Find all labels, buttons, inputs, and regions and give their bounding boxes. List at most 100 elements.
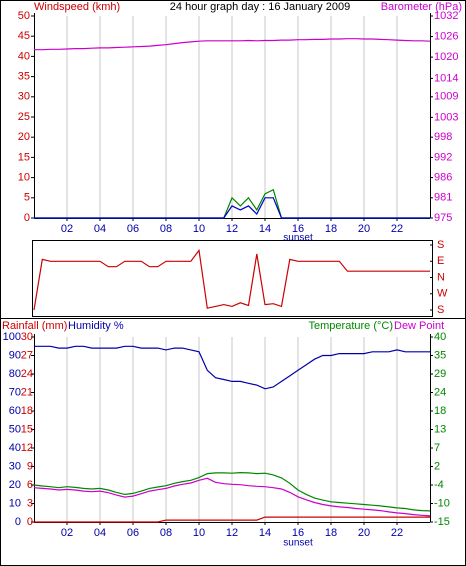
y-tick-label: S bbox=[437, 304, 444, 316]
y-tick-label: 29 bbox=[434, 368, 446, 380]
y-tick-label: 15 bbox=[18, 151, 30, 163]
y-tick-label: 30 bbox=[18, 91, 30, 103]
legend-label: Temperature (°C) bbox=[309, 320, 393, 332]
y-tick-label: 1032 bbox=[434, 10, 458, 22]
y-tick-label: 35 bbox=[434, 349, 446, 361]
y-tick-label: 60 bbox=[9, 405, 21, 417]
x-tick-label: 12 bbox=[226, 527, 238, 539]
y-tick-label: 20 bbox=[18, 131, 30, 143]
y-tick-label: 100 bbox=[3, 331, 21, 343]
x-tick-label: 14 bbox=[259, 527, 271, 539]
y-tick-label: E bbox=[437, 255, 444, 267]
y-tick-label: 5 bbox=[24, 192, 30, 204]
y-tick-label: 1009 bbox=[434, 91, 458, 103]
y-tick-label: -15 bbox=[434, 516, 450, 528]
y-tick-label: 1003 bbox=[434, 111, 458, 123]
x-tick-label: 18 bbox=[325, 527, 337, 539]
y-tick-label: 35 bbox=[18, 71, 30, 83]
y-tick-label: W bbox=[437, 288, 448, 300]
x-tick-label: 10 bbox=[193, 527, 205, 539]
y-tick-label: N bbox=[437, 271, 445, 283]
y2-axis-label: Barometer (hPa) bbox=[381, 1, 462, 13]
x-tick-label: 16 bbox=[292, 527, 304, 539]
y-tick-label: 24 bbox=[434, 386, 446, 398]
y-tick-label: 6 bbox=[27, 479, 33, 491]
x-tick-label: 06 bbox=[127, 527, 139, 539]
x-tick-label: 02 bbox=[61, 527, 73, 539]
y-tick-label: 998 bbox=[434, 131, 452, 143]
y-tick-label: 21 bbox=[21, 386, 33, 398]
y-tick-label: 25 bbox=[18, 111, 30, 123]
chart-title: 24 hour graph day : 16 January 2009 bbox=[170, 1, 350, 13]
x-tick-label: 04 bbox=[94, 223, 106, 235]
y-tick-label: 50 bbox=[18, 10, 30, 22]
series-line bbox=[34, 516, 430, 523]
y-tick-label: 10 bbox=[18, 172, 30, 184]
x-tick-label: 14 bbox=[259, 223, 271, 235]
y-tick-label: 30 bbox=[9, 460, 21, 472]
y-tick-label: 27 bbox=[21, 349, 33, 361]
y-tick-label: -4 bbox=[434, 479, 444, 491]
x-tick-label: 22 bbox=[391, 527, 403, 539]
y-tick-label: 20 bbox=[9, 479, 21, 491]
annotation: sunset bbox=[283, 233, 313, 244]
y-tick-label: 18 bbox=[434, 405, 446, 417]
series-line bbox=[33, 248, 430, 311]
x-tick-label: 20 bbox=[358, 223, 370, 235]
y-tick-label: 981 bbox=[434, 192, 452, 204]
y-tick-label: 9 bbox=[27, 460, 33, 472]
x-tick-label: 22 bbox=[391, 223, 403, 235]
x-tick-label: 20 bbox=[358, 527, 370, 539]
x-tick-label: 18 bbox=[325, 223, 337, 235]
y-tick-label: 0 bbox=[15, 516, 21, 528]
legend-label: Dew Point bbox=[394, 320, 444, 332]
x-tick-label: 04 bbox=[94, 527, 106, 539]
y-tick-label: 40 bbox=[9, 442, 21, 454]
series-line bbox=[34, 345, 430, 390]
annotation: sunset bbox=[283, 538, 313, 549]
y-tick-label: 80 bbox=[9, 368, 21, 380]
y-tick-label: S bbox=[437, 239, 444, 251]
y-tick-label: 10 bbox=[9, 497, 21, 509]
y-tick-label: 45 bbox=[18, 30, 30, 42]
y-tick-label: 0 bbox=[27, 516, 33, 528]
y-tick-label: 992 bbox=[434, 151, 452, 163]
y-tick-label: 18 bbox=[21, 405, 33, 417]
series-line bbox=[33, 471, 431, 512]
panel-frame bbox=[32, 240, 433, 317]
y-tick-label: 30 bbox=[21, 331, 33, 343]
x-tick-label: 12 bbox=[226, 223, 238, 235]
legend-label: Rainfall (mm) bbox=[2, 320, 67, 332]
y-tick-label: 50 bbox=[9, 423, 21, 435]
y-tick-label: 24 bbox=[21, 368, 33, 380]
y-tick-label: 15 bbox=[21, 423, 33, 435]
series-line bbox=[34, 197, 430, 219]
y-tick-label: 0 bbox=[24, 212, 30, 224]
y-tick-label: 975 bbox=[434, 212, 452, 224]
y-tick-label: 2 bbox=[434, 460, 440, 472]
y-tick-label: 1020 bbox=[434, 51, 458, 63]
legend-label: Humidity % bbox=[68, 320, 124, 332]
y-tick-label: -10 bbox=[434, 497, 450, 509]
x-tick-label: 08 bbox=[160, 223, 172, 235]
x-tick-label: 06 bbox=[127, 223, 139, 235]
y-tick-label: 3 bbox=[27, 497, 33, 509]
y-tick-label: 7 bbox=[434, 442, 440, 454]
y-tick-label: 1014 bbox=[434, 72, 458, 84]
y-tick-label: 12 bbox=[21, 442, 33, 454]
y-tick-label: 70 bbox=[9, 386, 21, 398]
x-tick-label: 16 bbox=[292, 223, 304, 235]
y-tick-label: 40 bbox=[434, 331, 446, 343]
y-axis-label: Windspeed (kmh) bbox=[34, 1, 120, 13]
x-tick-label: 08 bbox=[160, 527, 172, 539]
y-tick-label: 986 bbox=[434, 172, 452, 184]
y-tick-label: 13 bbox=[434, 423, 446, 435]
x-tick-label: 02 bbox=[61, 223, 73, 235]
series-line bbox=[33, 477, 431, 517]
y-tick-label: 90 bbox=[9, 349, 21, 361]
series-line bbox=[34, 38, 431, 51]
y-tick-label: 40 bbox=[18, 50, 30, 62]
x-tick-label: 10 bbox=[193, 223, 205, 235]
